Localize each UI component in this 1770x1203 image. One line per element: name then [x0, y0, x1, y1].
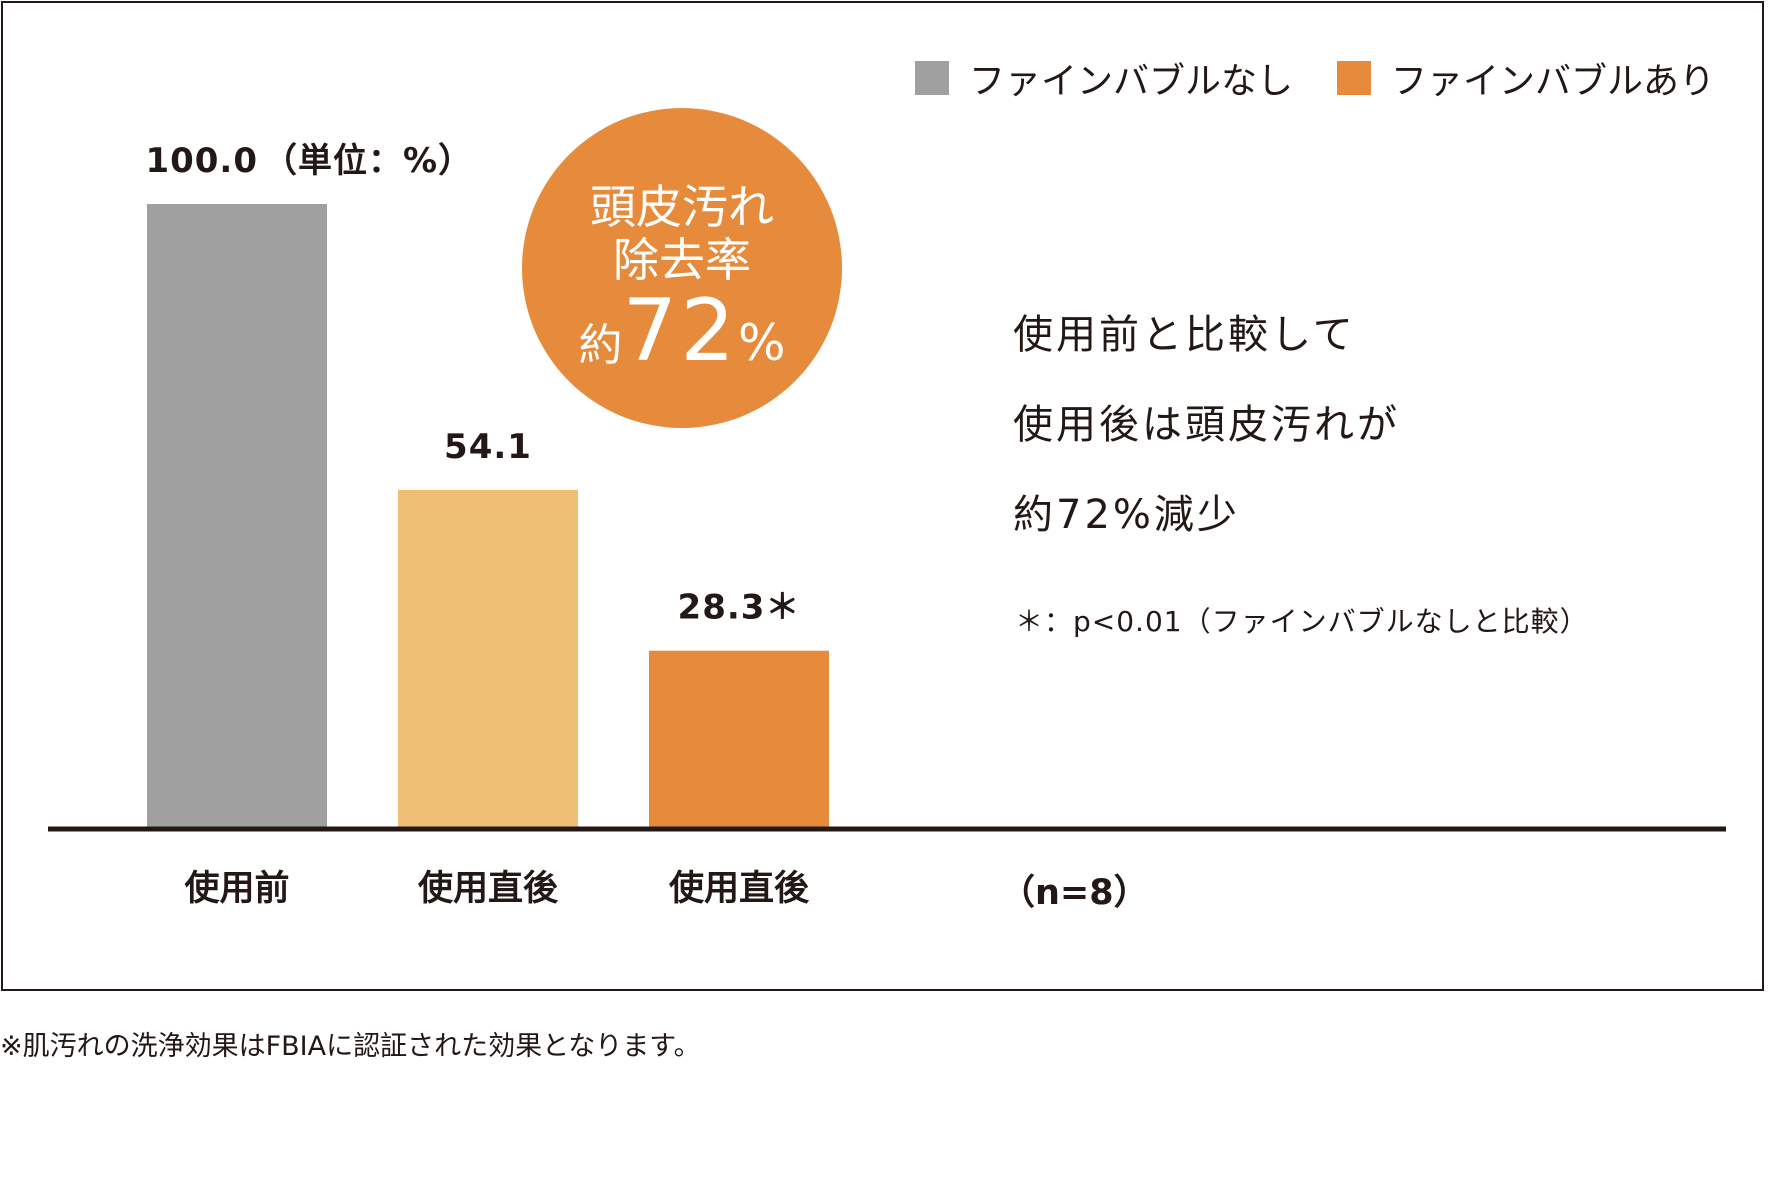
category-label-0: 使用前 — [184, 869, 289, 909]
footnote: ※肌汚れの洗浄効果はFBIAに認証された効果となります。 — [0, 1031, 701, 1062]
summary-line-1: 使用前と比較して — [1013, 312, 1356, 358]
unit-label: （単位：%） — [263, 141, 473, 181]
category-label-2: 使用直後 — [669, 869, 810, 909]
summary-line-3: 約72%減少 — [1013, 492, 1240, 538]
legend-swatch-gray — [915, 61, 949, 95]
significance-note: ＊：p<0.01（ファインバブルなしと比較） — [1015, 605, 1589, 638]
badge-number: 72 — [622, 281, 738, 381]
bar-value-label-1: 54.1 — [444, 427, 532, 467]
badge-percent: % — [737, 314, 786, 372]
bar-value-label-2: 28.3＊ — [678, 588, 801, 628]
legend-item-with: ファインバブルあり — [1337, 52, 1715, 104]
legend-swatch-orange — [1337, 61, 1371, 95]
badge-line-3: 約72% — [522, 286, 842, 400]
bar-chart: 100.0 使用前 54.1 使用直後 28.3＊ 使用直後 （単位：%） — [48, 141, 1726, 909]
legend-item-without: ファインバブルなし — [915, 52, 1293, 104]
summary-line-2: 使用後は頭皮汚れが — [1013, 402, 1400, 448]
bar-value-label-0: 100.0 — [145, 141, 258, 181]
category-label-1: 使用直後 — [418, 869, 559, 909]
chart-frame — [1, 1, 1764, 991]
removal-rate-badge: 頭皮汚れ 除去率 約72% — [522, 108, 842, 428]
legend-label-with: ファインバブルあり — [1391, 61, 1716, 102]
badge-line-2: 除去率 — [613, 233, 751, 287]
bar-1 — [398, 489, 578, 827]
bar-2 — [649, 650, 829, 827]
badge-line-1: 頭皮汚れ — [590, 180, 774, 234]
sample-size: （n=8） — [1000, 873, 1149, 913]
bar-0 — [147, 204, 327, 827]
legend-label-without: ファインバブルなし — [969, 61, 1294, 102]
badge-prefix: 約 — [578, 320, 623, 371]
